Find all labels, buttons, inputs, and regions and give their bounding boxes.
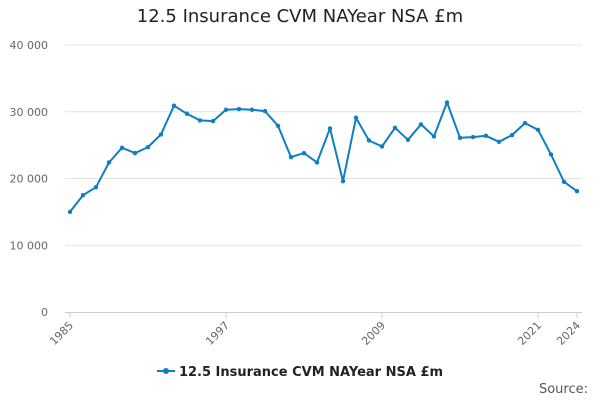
y-tick-label: 40 000 [10, 39, 49, 52]
y-tick-label: 20 000 [10, 173, 49, 186]
data-point[interactable] [171, 103, 177, 108]
data-point[interactable] [132, 150, 138, 156]
x-tick-label: 1997 [203, 319, 232, 348]
data-point[interactable] [210, 118, 216, 124]
data-point[interactable] [119, 145, 125, 150]
gridlines [65, 44, 582, 246]
data-point[interactable] [535, 127, 541, 132]
data-point[interactable] [392, 125, 398, 130]
data-point[interactable] [275, 123, 281, 128]
data-point[interactable] [327, 126, 333, 131]
data-point[interactable] [145, 144, 151, 150]
data-point[interactable] [93, 184, 99, 190]
data-point[interactable] [522, 120, 528, 126]
data-point[interactable] [314, 160, 320, 165]
data-point[interactable] [197, 118, 203, 123]
source-label: Source: [538, 382, 588, 397]
data-point[interactable] [223, 107, 229, 112]
x-tick-label: 1985 [47, 319, 76, 348]
data-point[interactable] [184, 111, 190, 116]
data-point[interactable] [366, 138, 372, 143]
data-point[interactable] [353, 115, 359, 120]
y-axis-tick-labels: 0 10 000 20 000 30 000 40 000 [10, 39, 49, 319]
x-tick-label: 2009 [359, 319, 388, 348]
x-tick-label: 2024 [554, 319, 583, 348]
data-point[interactable] [379, 144, 385, 149]
data-point[interactable] [483, 133, 489, 138]
data-point[interactable] [106, 160, 112, 165]
x-axis-tick-labels: 1985 1997 2009 2021 2024 [47, 312, 583, 348]
y-tick-label: 0 [41, 306, 48, 319]
series-line[interactable] [69, 101, 578, 213]
data-point[interactable] [561, 179, 567, 185]
data-point[interactable] [288, 154, 294, 160]
data-point[interactable] [80, 192, 86, 198]
chart-title: 12.5 Insurance CVM NAYear NSA £m [136, 6, 464, 27]
data-point[interactable] [470, 134, 476, 140]
series-line-group[interactable] [67, 100, 580, 215]
legend[interactable]: 12.5 Insurance CVM NAYear NSA £m [0, 365, 600, 380]
data-point[interactable] [67, 209, 73, 215]
data-point[interactable] [548, 152, 554, 157]
data-point[interactable] [301, 150, 307, 156]
data-point[interactable] [496, 139, 502, 144]
data-point[interactable] [340, 178, 346, 184]
data-point[interactable] [457, 135, 463, 140]
y-tick-label: 10 000 [10, 239, 49, 252]
data-point[interactable] [431, 134, 437, 139]
data-point[interactable] [574, 188, 580, 194]
data-point[interactable] [249, 107, 255, 112]
x-tick-label: 2021 [515, 319, 544, 348]
data-point[interactable] [509, 132, 515, 138]
data-point[interactable] [262, 108, 268, 114]
data-point[interactable] [444, 100, 450, 105]
data-point[interactable] [158, 132, 164, 137]
y-tick-label: 30 000 [10, 106, 49, 119]
data-point[interactable] [236, 106, 242, 112]
data-point[interactable] [405, 137, 411, 142]
legend-swatch-icon [156, 367, 175, 374]
legend-label: 12.5 Insurance CVM NAYear NSA £m [178, 365, 444, 380]
data-point[interactable] [418, 122, 424, 127]
